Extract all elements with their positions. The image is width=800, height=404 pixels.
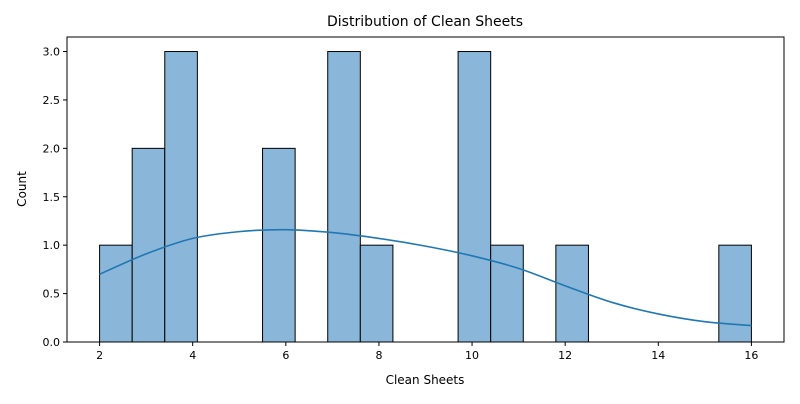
- histogram-bar: [555, 244, 589, 343]
- y-axis-label: Count: [15, 171, 29, 207]
- x-axis-label: Clean Sheets: [386, 373, 465, 387]
- x-tick-label: 2: [96, 349, 103, 362]
- histogram-bar: [164, 51, 198, 343]
- y-tick-label: 2.5: [43, 94, 61, 107]
- y-tick-label: 0.5: [43, 288, 61, 301]
- x-tick-label: 6: [282, 349, 289, 362]
- histogram-bar: [262, 147, 296, 343]
- histogram-bar: [131, 147, 166, 343]
- y-tick-label: 1.0: [43, 239, 61, 252]
- x-axis: 2 4 6 8 10 12 14 16: [96, 342, 758, 362]
- histogram-bar: [359, 244, 394, 343]
- histogram-bar: [457, 51, 492, 343]
- histogram-bar: [327, 51, 361, 343]
- x-tick-label: 4: [189, 349, 196, 362]
- x-tick-label: 14: [651, 349, 665, 362]
- histogram-bar: [490, 244, 524, 343]
- y-tick-label: 1.5: [43, 191, 61, 204]
- histogram-bar: [99, 244, 133, 343]
- x-tick-label: 10: [465, 349, 479, 362]
- y-axis: 0.0 0.5 1.0 1.5 2.0 2.5 3.0: [43, 46, 67, 349]
- x-tick-label: 8: [375, 349, 382, 362]
- y-tick-label: 2.0: [43, 142, 61, 155]
- chart-title: Distribution of Clean Sheets: [327, 14, 523, 30]
- y-tick-label: 3.0: [43, 46, 61, 59]
- histogram-bar: [718, 244, 752, 343]
- kde-layer: [99, 228, 752, 327]
- bars-layer: [99, 51, 752, 343]
- kde-curve: [99, 228, 752, 327]
- x-tick-label: 12: [558, 349, 572, 362]
- plot-frame: [66, 36, 785, 343]
- x-tick-label: 16: [744, 349, 758, 362]
- y-tick-label: 0.0: [43, 336, 61, 349]
